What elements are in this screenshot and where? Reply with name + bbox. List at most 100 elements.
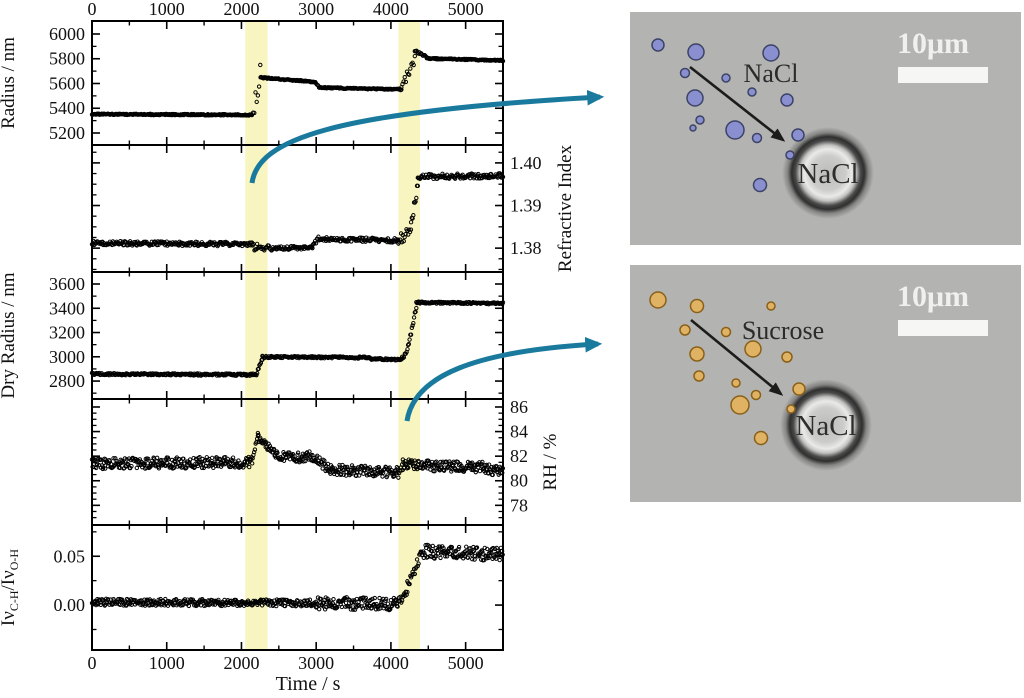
chart-panel-intensity-ratio: 0.00 0.05 IνC-H​/IνO-H​: [0, 524, 505, 651]
aerosol-droplet: [695, 115, 705, 125]
aerosol-droplet: [689, 124, 697, 132]
coagulating-species-label: Sucrose: [742, 316, 824, 345]
aerosol-droplet: [686, 89, 704, 107]
y-tick-label: 5600: [49, 73, 85, 93]
trapped-nacl-droplet: [780, 379, 872, 471]
aerosol-droplet: [747, 87, 757, 97]
y-axis-title-relative-humidity: RH / %: [540, 433, 561, 490]
y-tick-label: 0.00: [54, 595, 86, 615]
trapped-droplet-label: NaCl: [795, 410, 856, 442]
y-tick-label: 1.40: [510, 153, 542, 173]
droplet-field: [651, 38, 874, 219]
aerosol-droplet: [781, 351, 793, 363]
scale-bar: [898, 67, 988, 83]
y-tick-label: 2800: [49, 371, 85, 391]
coagulation-arrow: [690, 318, 784, 396]
y-tick-label: 1.38: [510, 238, 542, 258]
y-tick-label: 5800: [49, 49, 85, 69]
y-axis-title-refractive-index: Refractive Index: [555, 144, 576, 272]
aerosol-droplet: [786, 404, 796, 414]
aerosol-droplet: [785, 150, 795, 160]
aerosol-droplet: [731, 378, 741, 388]
y-tick-label: 78: [510, 495, 528, 515]
aerosol-droplet: [730, 395, 750, 415]
y-tick-label: 3600: [49, 274, 85, 294]
x-tick-label-bottom: 5000: [448, 653, 484, 673]
scale-text: 10μm: [897, 280, 969, 313]
chart-panel-dry-radius: 2800 3000 3200 3400 3600 Dry Radius / nm: [0, 271, 506, 400]
aerosol-droplet: [679, 324, 691, 336]
x-tick-label-bottom: 3000: [298, 653, 334, 673]
aerosol-droplet: [752, 177, 768, 193]
scale-bar: [898, 320, 988, 336]
aerosol-droplet: [753, 430, 769, 446]
data-points-radius: [89, 48, 506, 118]
y-tick-label: 84: [510, 422, 528, 442]
chart-panel-relative-humidity: 78 80 82 84 86 RH / %: [89, 397, 561, 526]
scale-text: 10μm: [897, 27, 969, 60]
aerosol-droplet: [679, 67, 691, 79]
micrograph-sucrose: Sucrose NaCl 10μm: [630, 265, 1021, 502]
aerosol-droplet: [720, 326, 732, 338]
x-tick-label-bottom: 0: [88, 653, 97, 673]
x-tick-label-bottom: 4000: [373, 653, 409, 673]
chart-to-nacl-image: [249, 89, 605, 184]
y-tick-label: 6000: [49, 24, 85, 44]
y-tick-label: 3000: [49, 347, 85, 367]
data-points-intensity-ratio: [89, 542, 505, 613]
y-axis-title-dry-radius: Dry Radius / nm: [0, 272, 19, 398]
micrograph-sucrose-image: Sucrose NaCl 10μm: [630, 265, 1021, 502]
data-points-refractive-index: [89, 171, 506, 253]
x-tick-label-top: 2000: [223, 0, 259, 19]
x-tick-label-top: 5000: [448, 0, 484, 19]
x-tick-label-top: 1000: [149, 0, 185, 19]
droplet-field: [649, 291, 872, 471]
aerosol-droplet: [792, 382, 806, 396]
x-tick-label-top: 4000: [373, 0, 409, 19]
x-tick-label-top: 0: [88, 0, 97, 19]
y-tick-label: 5400: [49, 98, 85, 118]
y-axis-title-radius: Radius / nm: [0, 37, 19, 129]
trapped-droplet-label: NaCl: [797, 158, 858, 190]
aerosol-droplet: [744, 340, 762, 358]
x-tick-label-bottom: 1000: [149, 653, 185, 673]
trapped-nacl-droplet: [782, 127, 874, 219]
aerosol-droplet: [721, 73, 731, 83]
y-tick-label: 3400: [49, 298, 85, 318]
aerosol-droplet: [791, 128, 805, 142]
aerosol-droplet: [693, 370, 705, 382]
aerosol-droplet: [766, 301, 776, 311]
y-tick-label: 82: [510, 446, 528, 466]
data-points-relative-humidity: [89, 430, 506, 480]
micrograph-nacl-image: NaCl NaCl 10μm: [630, 12, 1021, 245]
aerosol-droplet: [689, 298, 705, 314]
y-tick-label: 1.39: [510, 196, 542, 216]
connector-arrows: [249, 89, 605, 422]
x-tick-label-top: 3000: [298, 0, 334, 19]
aerosol-droplet: [762, 44, 780, 62]
x-tick-label-bottom: 2000: [223, 653, 259, 673]
y-tick-label: 86: [510, 397, 528, 417]
y-tick-label: 80: [510, 471, 528, 491]
x-axis-title: Time / s: [276, 673, 341, 695]
chart-to-sucrose-image: [404, 336, 603, 422]
y-tick-label: 5200: [49, 123, 85, 143]
aerosol-droplet: [751, 132, 763, 144]
aerosol-droplet: [780, 93, 794, 107]
micrograph-nacl: NaCl NaCl 10μm: [630, 12, 1021, 245]
coagulating-species-label: NaCl: [744, 59, 799, 88]
aerosol-droplet: [750, 389, 762, 401]
chart-panel-refractive-index: 1.38 1.39 1.40 Refractive Index: [89, 144, 576, 273]
aerosol-droplet: [649, 291, 667, 309]
aerosol-droplet: [651, 38, 665, 52]
aerosol-droplet: [689, 346, 705, 362]
aerosol-droplet: [725, 120, 745, 140]
y-tick-label: 0.05: [54, 546, 86, 566]
y-tick-label: 3200: [49, 323, 85, 343]
data-points-dry-radius: [89, 299, 506, 378]
y-axis-title-intensity-ratio: IνC-H​/IνO-H​: [0, 549, 21, 626]
aerosol-droplet: [687, 43, 705, 61]
